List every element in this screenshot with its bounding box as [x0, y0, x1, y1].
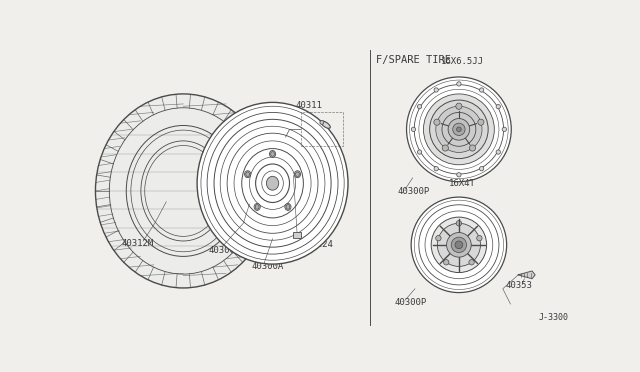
Ellipse shape	[285, 203, 291, 211]
Circle shape	[417, 105, 422, 109]
Ellipse shape	[266, 176, 279, 190]
Ellipse shape	[271, 152, 275, 156]
Text: 40224: 40224	[307, 240, 333, 249]
Ellipse shape	[95, 94, 271, 288]
Ellipse shape	[320, 121, 324, 124]
Ellipse shape	[255, 205, 259, 209]
Circle shape	[451, 237, 467, 253]
Ellipse shape	[286, 205, 290, 209]
Circle shape	[442, 145, 449, 151]
Circle shape	[456, 127, 461, 132]
Text: 40311: 40311	[295, 101, 322, 110]
Circle shape	[477, 235, 482, 241]
Circle shape	[447, 232, 471, 257]
Circle shape	[496, 105, 500, 109]
Circle shape	[431, 217, 486, 273]
Circle shape	[434, 88, 438, 92]
Circle shape	[411, 197, 507, 293]
Ellipse shape	[296, 172, 300, 176]
Circle shape	[412, 127, 415, 131]
Text: 40300P: 40300P	[397, 187, 429, 196]
Circle shape	[479, 167, 484, 171]
Circle shape	[457, 173, 461, 177]
Circle shape	[479, 88, 484, 92]
Circle shape	[457, 82, 461, 86]
Text: 40300A: 40300A	[251, 263, 284, 272]
Circle shape	[496, 150, 500, 154]
Circle shape	[502, 127, 506, 131]
Circle shape	[469, 145, 476, 151]
Ellipse shape	[244, 171, 251, 178]
Text: J-3300: J-3300	[538, 313, 568, 322]
Circle shape	[436, 106, 482, 153]
Circle shape	[448, 119, 470, 140]
Circle shape	[429, 100, 488, 158]
Circle shape	[434, 119, 440, 125]
Ellipse shape	[294, 171, 301, 178]
Circle shape	[456, 221, 461, 226]
Circle shape	[406, 77, 511, 182]
Ellipse shape	[246, 172, 250, 176]
Ellipse shape	[197, 102, 348, 264]
Bar	[293, 232, 301, 238]
Text: 40353: 40353	[506, 281, 532, 290]
Text: 16X4T: 16X4T	[449, 179, 476, 188]
Ellipse shape	[254, 203, 260, 211]
Circle shape	[424, 94, 494, 165]
Ellipse shape	[269, 151, 276, 157]
Circle shape	[478, 119, 484, 125]
Circle shape	[469, 260, 474, 265]
Ellipse shape	[321, 121, 330, 128]
Text: 40300P: 40300P	[209, 246, 241, 254]
Circle shape	[434, 167, 438, 171]
Circle shape	[436, 235, 441, 241]
Circle shape	[452, 123, 465, 135]
Circle shape	[455, 241, 463, 249]
Polygon shape	[518, 271, 535, 279]
Text: 40300P: 40300P	[394, 298, 426, 307]
Circle shape	[417, 150, 422, 154]
Text: 16X6.5JJ: 16X6.5JJ	[441, 57, 484, 66]
Text: 40312M: 40312M	[122, 239, 154, 248]
Circle shape	[437, 223, 481, 266]
Circle shape	[444, 260, 449, 265]
Circle shape	[456, 103, 462, 109]
Text: F/SPARE TIRE: F/SPARE TIRE	[376, 55, 451, 65]
